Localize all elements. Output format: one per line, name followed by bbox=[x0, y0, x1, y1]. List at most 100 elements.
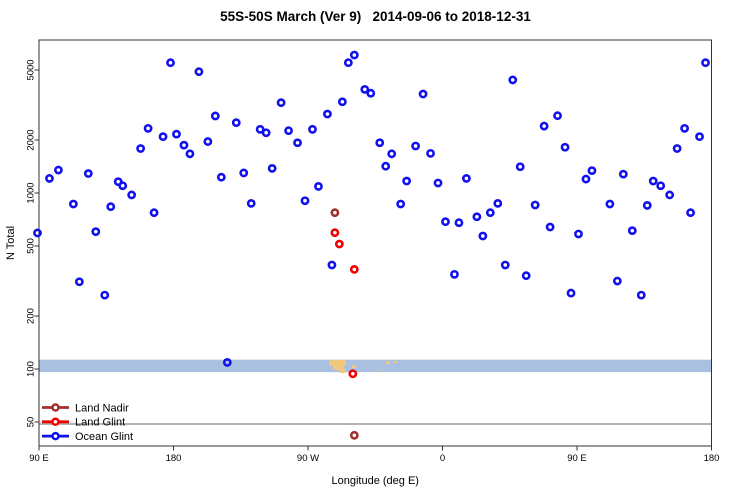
data-point-ocean-glint bbox=[672, 144, 682, 153]
data-point-ocean-glint bbox=[300, 196, 310, 206]
data-point-ocean-glint bbox=[308, 124, 317, 134]
map-strip-land-patch bbox=[393, 361, 397, 363]
data-point-ocean-glint bbox=[327, 260, 337, 270]
data-point-ocean-glint bbox=[255, 124, 265, 134]
map-strip-land-patch bbox=[377, 369, 379, 371]
data-point-ocean-glint bbox=[530, 200, 540, 210]
data-point-ocean-glint bbox=[581, 174, 591, 184]
map-strip-land-patch bbox=[339, 369, 346, 373]
y-tick-label: 100 bbox=[26, 361, 37, 377]
y-tick-label: 2000 bbox=[26, 129, 37, 150]
y-tick-label: 1000 bbox=[26, 182, 37, 203]
data-point-ocean-glint bbox=[106, 202, 116, 212]
data-point-ocean-glint bbox=[222, 358, 232, 367]
x-tick-label: 180 bbox=[704, 453, 720, 464]
data-point-ocean-glint bbox=[508, 75, 518, 85]
data-point-ocean-glint bbox=[83, 169, 93, 178]
data-point-ocean-glint bbox=[680, 123, 689, 133]
data-point-ocean-glint bbox=[158, 132, 168, 142]
data-point-land-nadir bbox=[349, 430, 359, 440]
data-point-ocean-glint bbox=[194, 67, 204, 77]
data-point-ocean-glint bbox=[349, 50, 359, 60]
data-point-ocean-glint bbox=[381, 161, 391, 171]
legend-marker bbox=[51, 417, 60, 427]
data-point-ocean-glint bbox=[618, 169, 628, 179]
data-point-ocean-glint bbox=[203, 137, 213, 146]
data-point-ocean-glint bbox=[686, 208, 695, 218]
y-tick-label: 5000 bbox=[26, 59, 37, 80]
y-axis-title: N Total bbox=[5, 226, 17, 260]
data-point-ocean-glint bbox=[231, 118, 241, 128]
data-point-ocean-glint bbox=[462, 174, 471, 183]
data-point-ocean-glint bbox=[149, 208, 159, 218]
data-point-ocean-glint bbox=[33, 228, 42, 238]
data-point-ocean-glint bbox=[45, 174, 54, 183]
data-point-ocean-glint bbox=[478, 231, 488, 241]
data-point-ocean-glint bbox=[314, 182, 323, 191]
map-strip-ocean-band bbox=[39, 359, 712, 373]
data-point-ocean-glint bbox=[418, 89, 428, 99]
data-point-ocean-glint bbox=[185, 149, 195, 159]
data-point-land-nadir bbox=[330, 208, 340, 218]
data-point-ocean-glint bbox=[566, 288, 576, 298]
legend-marker bbox=[51, 403, 60, 412]
data-point-ocean-glint bbox=[68, 199, 78, 209]
data-point-ocean-glint bbox=[665, 190, 675, 200]
data-point-ocean-glint bbox=[337, 97, 347, 107]
data-point-ocean-glint bbox=[642, 201, 652, 210]
data-point-ocean-glint bbox=[605, 199, 615, 209]
data-point-ocean-glint bbox=[500, 260, 510, 270]
data-point-ocean-glint bbox=[472, 212, 482, 222]
data-point-ocean-glint bbox=[574, 229, 583, 239]
x-axis-title: Longitude (deg E) bbox=[332, 475, 419, 487]
data-point-ocean-glint bbox=[450, 269, 459, 279]
x-tick-label: 90 E bbox=[29, 453, 49, 464]
map-strip-land-patch bbox=[386, 361, 390, 364]
data-point-ocean-glint bbox=[701, 58, 710, 68]
data-point-ocean-glint bbox=[136, 144, 146, 153]
data-point-ocean-glint bbox=[560, 142, 570, 152]
data-point-ocean-glint bbox=[323, 109, 332, 119]
data-point-ocean-glint bbox=[553, 111, 562, 121]
data-point-ocean-glint bbox=[545, 222, 555, 232]
data-point-ocean-glint bbox=[485, 208, 495, 218]
legend-label: Land Nadir bbox=[75, 402, 129, 414]
data-point-ocean-glint bbox=[276, 98, 286, 108]
data-point-ocean-glint bbox=[396, 199, 406, 209]
data-point-ocean-glint bbox=[343, 58, 353, 68]
data-point-ocean-glint bbox=[411, 141, 420, 151]
data-point-ocean-glint bbox=[246, 198, 256, 208]
data-point-ocean-glint bbox=[612, 276, 622, 286]
data-point-ocean-glint bbox=[426, 148, 435, 158]
data-point-ocean-glint bbox=[239, 168, 249, 178]
data-point-land-glint bbox=[334, 239, 344, 249]
data-point-ocean-glint bbox=[210, 111, 220, 121]
data-point-ocean-glint bbox=[441, 217, 450, 227]
data-point-ocean-glint bbox=[695, 132, 704, 142]
data-point-ocean-glint bbox=[284, 126, 293, 136]
data-point-ocean-glint bbox=[366, 88, 376, 98]
data-point-ocean-glint bbox=[656, 181, 666, 191]
map-strip-land-patch bbox=[329, 360, 346, 366]
data-point-ocean-glint bbox=[493, 198, 503, 208]
data-point-ocean-glint bbox=[74, 277, 84, 287]
plot-box bbox=[38, 39, 712, 447]
data-point-ocean-glint bbox=[454, 218, 464, 228]
data-point-ocean-glint bbox=[267, 163, 277, 173]
data-point-ocean-glint bbox=[636, 290, 646, 300]
data-point-ocean-glint bbox=[100, 290, 110, 300]
data-point-land-glint bbox=[348, 369, 358, 379]
data-point-land-glint bbox=[349, 265, 359, 274]
data-point-ocean-glint bbox=[387, 149, 397, 159]
legend-marker bbox=[51, 431, 60, 441]
data-point-ocean-glint bbox=[91, 227, 101, 237]
data-point-ocean-glint bbox=[360, 84, 370, 94]
data-point-ocean-glint bbox=[521, 271, 531, 281]
map-strip-land-patch bbox=[333, 365, 344, 370]
data-point-ocean-glint bbox=[433, 178, 443, 188]
x-tick-label: 180 bbox=[166, 453, 182, 464]
y-tick-label: 500 bbox=[26, 238, 37, 254]
chart-title: 55S-50S March (Ver 9) 2014-09-06 to 2018… bbox=[220, 9, 531, 24]
data-point-land-glint bbox=[330, 228, 340, 238]
data-point-ocean-glint bbox=[179, 140, 189, 150]
